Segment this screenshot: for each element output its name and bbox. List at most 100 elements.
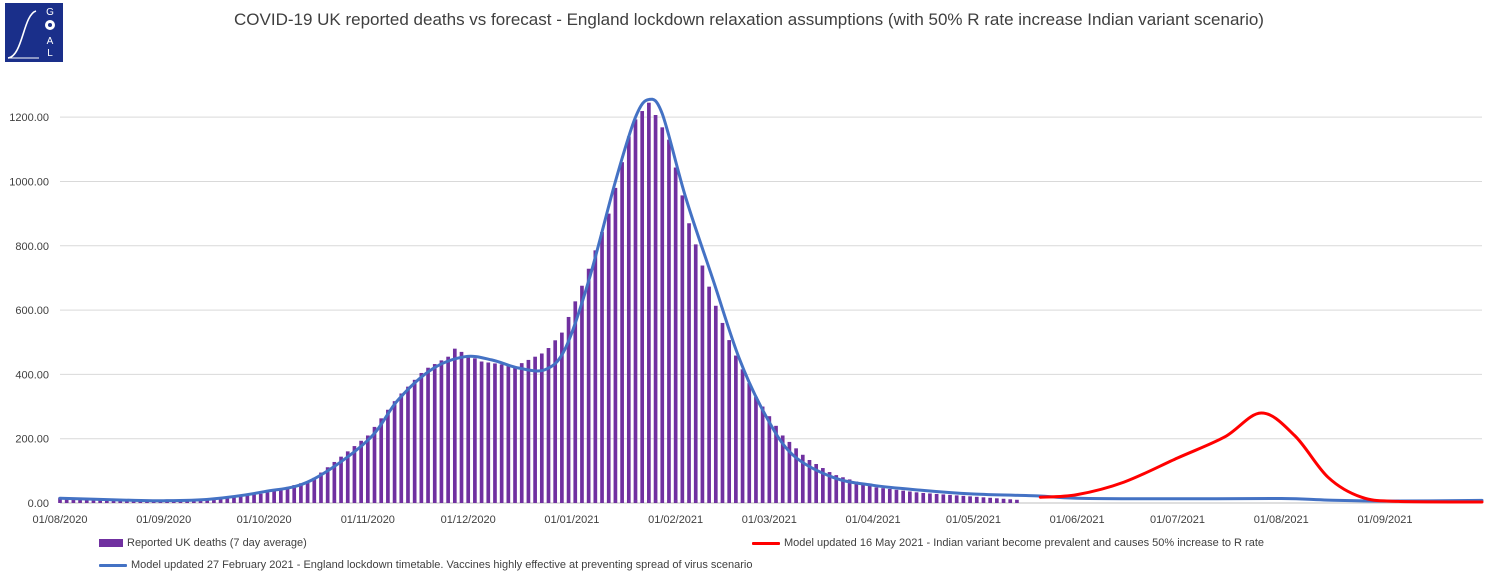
bar <box>600 231 604 503</box>
bar <box>58 497 62 503</box>
bar <box>432 364 437 503</box>
series-line-27-feb-model <box>58 97 1484 503</box>
bar <box>667 139 671 503</box>
bar <box>1015 499 1019 503</box>
bar <box>727 340 732 503</box>
bar <box>961 495 966 503</box>
y-axis: 0.00 200.00 400.00 600.00 800.00 1000.00 1200.… <box>9 112 49 510</box>
bar <box>406 386 410 503</box>
bar <box>794 448 798 503</box>
bar <box>439 360 444 503</box>
bar <box>834 475 839 503</box>
bar <box>740 369 745 503</box>
y-tick-label: 400.00 <box>15 369 49 381</box>
bar <box>64 497 69 503</box>
bar <box>546 348 551 503</box>
bar <box>774 425 778 503</box>
bar <box>974 496 979 503</box>
bar <box>305 481 310 503</box>
bar <box>693 244 698 503</box>
x-tick-label: 01/08/2021 <box>1254 514 1309 526</box>
bar <box>647 102 651 503</box>
x-tick-label: 01/10/2020 <box>237 514 292 526</box>
bar <box>901 490 906 503</box>
bar <box>499 364 504 503</box>
bar <box>91 498 96 503</box>
bar <box>399 393 404 503</box>
bar <box>707 286 711 503</box>
bar <box>98 498 102 503</box>
y-tick-label: 0.00 <box>28 498 49 510</box>
legend-swatch-line <box>99 563 127 567</box>
bar <box>754 396 758 503</box>
x-tick-label: 01/12/2020 <box>441 514 496 526</box>
y-tick-label: 600.00 <box>15 305 49 317</box>
series-line-16-may-model <box>1038 411 1484 504</box>
bar <box>954 495 959 503</box>
bar <box>948 494 952 503</box>
bar <box>633 119 638 504</box>
bar <box>767 416 772 503</box>
bar <box>486 362 491 503</box>
svg-text:G: G <box>46 7 54 18</box>
bar <box>285 486 290 503</box>
svg-text:L: L <box>47 48 53 59</box>
x-tick-label: 01/07/2021 <box>1150 514 1205 526</box>
bar <box>713 305 718 503</box>
bar <box>841 477 845 503</box>
bar <box>720 322 725 503</box>
bar <box>452 348 457 503</box>
bar <box>218 497 223 503</box>
bar <box>379 418 384 503</box>
bar <box>660 127 665 503</box>
bar <box>446 356 450 503</box>
bar <box>332 461 337 503</box>
bar <box>459 351 464 503</box>
bar <box>887 488 892 503</box>
x-tick-label: 01/03/2021 <box>742 514 797 526</box>
bar <box>780 435 785 503</box>
y-tick-label: 800.00 <box>15 241 49 253</box>
bar <box>854 481 859 503</box>
y-tick-label: 1000.00 <box>9 176 49 188</box>
legend-item-model-16-may: Model updated 16 May 2021 - Indian varia… <box>752 537 1264 549</box>
bar <box>539 353 544 503</box>
bar <box>760 406 765 503</box>
bar <box>359 440 363 503</box>
bar <box>513 366 517 503</box>
bar <box>292 485 297 503</box>
bar <box>941 494 946 503</box>
bar <box>560 332 564 503</box>
legend-swatch-line <box>752 541 780 545</box>
bar <box>533 356 537 503</box>
bar <box>272 490 276 503</box>
bar <box>874 487 879 503</box>
bar <box>1001 498 1006 503</box>
bar <box>914 492 919 503</box>
chart-title: COVID-19 UK reported deaths vs forecast … <box>234 10 1264 29</box>
bar <box>299 483 303 503</box>
bar <box>640 111 645 503</box>
goal-logo: G A L <box>5 3 63 62</box>
bar <box>365 435 370 503</box>
bar <box>861 483 865 503</box>
bar <box>245 494 250 503</box>
bar <box>626 136 631 503</box>
bar <box>1008 499 1013 503</box>
line-series <box>58 97 1484 504</box>
bar <box>673 167 678 503</box>
x-axis: 01/08/2020 01/09/2020 01/10/2020 01/11/2020… <box>32 514 1412 526</box>
legend-label: Reported UK deaths (7 day average) <box>127 537 307 549</box>
bar <box>473 358 477 503</box>
bar <box>71 497 76 503</box>
bar <box>988 497 992 503</box>
bar <box>881 488 885 503</box>
y-tick-label: 200.00 <box>15 434 49 446</box>
legend-label: Model updated 16 May 2021 - Indian varia… <box>784 537 1265 549</box>
bar <box>526 359 531 503</box>
bar <box>573 301 578 503</box>
bar <box>968 496 972 503</box>
bar <box>345 451 350 503</box>
bar <box>606 213 611 503</box>
